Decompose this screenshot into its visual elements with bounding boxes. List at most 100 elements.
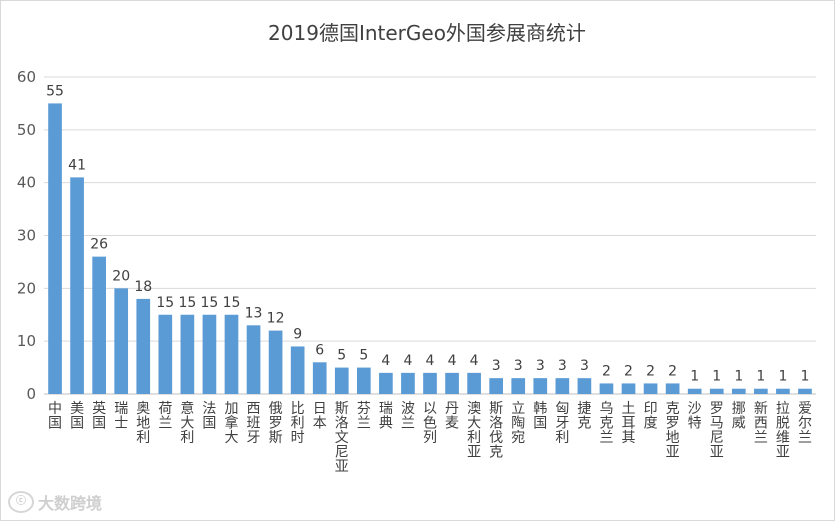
bar xyxy=(312,362,327,394)
x-category-label: 英国 xyxy=(92,400,106,432)
bar xyxy=(467,372,481,394)
bar xyxy=(423,372,437,394)
bar xyxy=(687,388,702,394)
data-label: 41 xyxy=(68,157,86,173)
x-category-label: 匈牙利 xyxy=(555,401,569,446)
x-category-label: 芬兰 xyxy=(357,401,371,432)
bar xyxy=(158,314,173,394)
x-category-label: 挪威 xyxy=(732,401,746,432)
x-category-label: 瑞典 xyxy=(379,401,393,432)
data-label: 3 xyxy=(536,358,545,374)
x-category-label: 立陶宛 xyxy=(511,401,525,446)
data-label: 13 xyxy=(245,305,263,321)
x-category-label: 克罗地亚 xyxy=(666,401,680,461)
x-category-label: 斯洛文尼亚 xyxy=(335,401,349,475)
x-category-label: 奥地利 xyxy=(136,400,150,446)
bar xyxy=(70,177,84,394)
bar xyxy=(709,388,724,394)
data-label: 1 xyxy=(756,369,765,385)
y-tick-label: 30 xyxy=(17,227,36,245)
data-label: 1 xyxy=(690,369,699,385)
x-category-label: 斯洛伐克 xyxy=(489,401,503,461)
bar xyxy=(92,256,106,394)
bar xyxy=(268,330,283,394)
gridlines xyxy=(44,76,816,395)
data-label: 2 xyxy=(602,363,611,379)
data-label: 3 xyxy=(580,358,589,374)
bar xyxy=(246,325,261,394)
data-label: 15 xyxy=(156,295,174,311)
x-category-label: 荷兰 xyxy=(158,401,172,432)
x-category-label: 沙特 xyxy=(688,401,702,432)
y-tick-label: 0 xyxy=(26,385,36,403)
data-label: 9 xyxy=(293,326,302,342)
x-category-label: 罗马尼亚 xyxy=(710,401,724,461)
bar xyxy=(445,372,459,394)
x-category-label: 瑞士 xyxy=(114,401,128,432)
data-label: 12 xyxy=(267,311,285,327)
bar xyxy=(555,378,570,394)
bar xyxy=(511,378,526,394)
bar xyxy=(224,314,239,394)
x-axis-categories: 中国美国英国瑞士奥地利荷兰意大利法国加拿大西班牙俄罗斯比利时日本斯洛文尼亚芬兰瑞… xyxy=(48,400,812,475)
data-label: 4 xyxy=(381,353,390,369)
x-category-label: 比利时 xyxy=(291,401,305,446)
data-label: 3 xyxy=(492,358,501,374)
data-label: 2 xyxy=(668,363,677,379)
data-label: 15 xyxy=(223,295,241,311)
bar xyxy=(798,388,812,394)
x-category-label: 拉脱维亚 xyxy=(776,401,790,461)
data-label: 4 xyxy=(426,353,435,369)
x-category-label: 澳大利亚 xyxy=(467,401,481,461)
data-label: 15 xyxy=(201,295,219,311)
watermark-logo-icon: ⓒ xyxy=(8,491,34,513)
data-label: 5 xyxy=(337,348,346,364)
bar xyxy=(731,388,746,394)
data-label: 2 xyxy=(624,363,633,379)
x-category-label: 丹麦 xyxy=(445,401,459,432)
bar xyxy=(136,298,151,394)
bar xyxy=(379,372,393,394)
y-tick-label: 50 xyxy=(17,121,36,139)
bar xyxy=(533,378,548,394)
bar xyxy=(202,314,217,394)
x-category-label: 以色列 xyxy=(423,401,437,446)
bar xyxy=(114,288,129,394)
x-category-label: 法国 xyxy=(202,401,216,432)
x-category-label: 俄罗斯 xyxy=(269,401,283,446)
x-category-label: 土耳其 xyxy=(622,401,636,446)
bar xyxy=(489,378,504,394)
y-axis-ticks: 0 10 20 30 40 50 60 xyxy=(17,68,36,403)
data-label: 6 xyxy=(315,342,324,358)
x-category-label: 日本 xyxy=(313,401,327,432)
bar xyxy=(48,103,62,395)
bars xyxy=(48,103,812,395)
data-label: 20 xyxy=(112,268,130,284)
data-label: 1 xyxy=(712,369,721,385)
bar xyxy=(754,388,768,394)
watermark-text: 大数跨境 xyxy=(38,494,103,513)
x-category-label: 印度 xyxy=(644,401,658,432)
data-label: 3 xyxy=(514,358,523,374)
bar xyxy=(577,378,592,394)
x-category-label: 西班牙 xyxy=(247,401,261,446)
data-label: 2 xyxy=(646,363,655,379)
bar xyxy=(665,383,680,394)
data-label: 55 xyxy=(46,83,64,99)
x-category-label: 美国 xyxy=(70,401,84,432)
x-category-label: 意大利 xyxy=(180,400,194,446)
y-tick-label: 60 xyxy=(17,68,36,86)
data-label: 1 xyxy=(801,369,810,385)
y-tick-label: 40 xyxy=(17,174,36,192)
bar xyxy=(180,314,195,394)
x-category-label: 中国 xyxy=(48,401,62,432)
x-category-label: 波兰 xyxy=(401,401,415,432)
bar xyxy=(401,372,415,394)
data-label: 1 xyxy=(778,369,787,385)
data-label: 4 xyxy=(448,353,457,369)
bar xyxy=(643,383,658,394)
data-label: 4 xyxy=(403,353,412,369)
data-label: 26 xyxy=(90,237,108,253)
data-label: 5 xyxy=(359,348,368,364)
